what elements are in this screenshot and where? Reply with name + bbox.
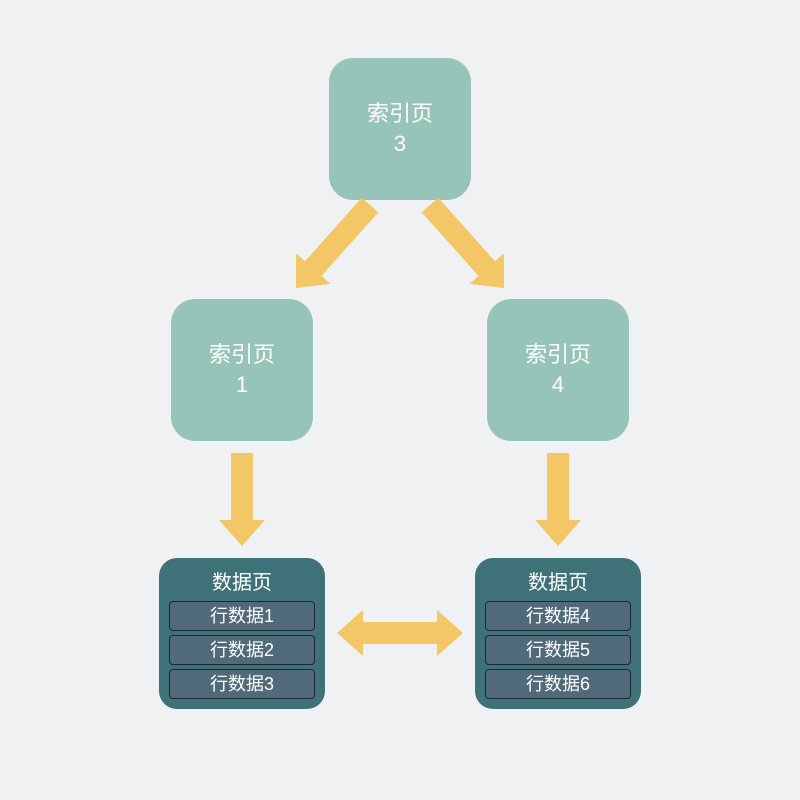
data-row: 行数据1 [169,601,315,631]
data-node-header: 数据页 [159,558,325,601]
index-node-label: 索引页 [209,340,275,370]
data-row: 行数据2 [169,635,315,665]
arrow-root_to_right [413,190,521,304]
index-node-index_root: 索引页3 [329,58,471,200]
data-node-header: 数据页 [475,558,641,601]
data-node-data_right: 数据页行数据4 行数据5 行数据6 [475,558,641,709]
index-node-number: 1 [236,370,248,400]
arrow-left_down [219,453,265,546]
data-row: 行数据6 [485,669,631,699]
data-row: 行数据5 [485,635,631,665]
index-node-index_left: 索引页1 [171,299,313,441]
index-node-number: 4 [552,370,564,400]
arrow-root_to_left [279,190,387,304]
data-row: 行数据4 [485,601,631,631]
index-node-label: 索引页 [525,340,591,370]
arrow-data_link [337,610,463,656]
data-row: 行数据3 [169,669,315,699]
arrow-right_down [535,453,581,546]
index-node-label: 索引页 [367,99,433,129]
data-node-data_left: 数据页行数据1 行数据2 行数据3 [159,558,325,709]
index-node-index_right: 索引页4 [487,299,629,441]
index-node-number: 3 [394,129,406,159]
